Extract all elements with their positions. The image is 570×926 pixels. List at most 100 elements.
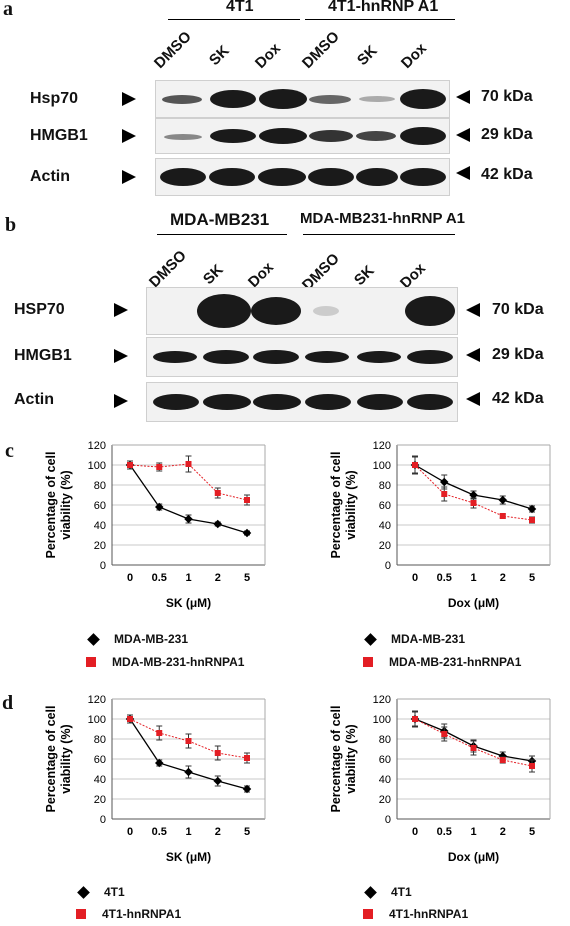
y-axis-label-line: Percentage of cell [329,452,343,559]
blot-row-label-hmgb1: HMGB1 [14,347,72,364]
arrow-left-icon [456,90,470,104]
data-point-square [244,755,250,761]
y-tick-label: 40 [379,520,391,532]
data-point-square [156,464,163,470]
group-label-4t1: 4T1 [226,0,254,15]
data-point-square [441,491,448,497]
x-tick-label: 2 [215,572,221,584]
x-tick-label: 1 [470,572,476,584]
line-chart-sk-4t1: 0 20 40 60 80 100 120 0 0.5 1 2 5 SK (μM) Percentage … [44,694,266,864]
x-tick-label: 5 [244,572,250,584]
legend-label: MDA-MB-231 [114,632,189,646]
legend-item: MDA-MB-231-hnRNPA1 [363,655,521,669]
x-axis-label: SK (μM) [166,850,211,864]
western-blot-hmgb1 [155,118,450,154]
western-blot-hsp70 [155,80,450,118]
y-axis-label: Percentage of cellviability (%) [329,452,358,559]
western-blot-hmgb1 [146,337,458,377]
data-point-square [244,497,250,503]
y-axis-label: Percentage of cellviability (%) [329,706,358,813]
data-point-square [529,517,535,523]
arrow-right-icon [122,170,136,184]
y-tick-label: 0 [100,560,106,572]
x-tick-label: 2 [500,826,506,838]
y-tick-label: 40 [379,774,391,786]
square-marker-icon [363,909,373,919]
x-tick-label: 0.5 [152,572,167,584]
blot-row-label-hsp70: HSP70 [14,301,65,318]
y-tick-label: 60 [379,754,391,766]
arrow-left-icon [466,348,480,362]
x-tick-label: 1 [470,826,476,838]
western-blot-actin [155,158,450,196]
square-marker-icon [86,657,96,667]
panel-d-letter: d [2,692,14,714]
lane-label: DMSO [150,28,195,73]
y-tick-label: 60 [94,500,106,512]
panel-a-letter: a [3,0,13,20]
x-tick-label: 0.5 [152,826,167,838]
y-tick-label: 0 [385,560,391,572]
group-label-4t1-hnrnp: 4T1-hnRNP A1 [328,0,439,15]
western-blot-actin [146,382,458,422]
data-point-square [499,757,506,763]
legend-item: 4T1-hnRNPA1 [363,907,468,921]
y-tick-label: 0 [100,814,106,826]
lane-label: SK [353,42,381,69]
data-point-diamond [242,528,252,538]
series-line [414,718,533,767]
data-point-square [156,730,163,736]
data-point-square [412,462,418,468]
group-label-mda: MDA-MB231 [170,210,270,229]
group-line [305,19,455,20]
data-point-square [214,490,221,496]
lane-label: DMSO [298,28,343,73]
y-tick-label: 80 [94,734,106,746]
arrow-right-icon [114,349,128,363]
legend-item: MDA-MB-231 [363,632,465,646]
western-blot-hsp70 [146,287,458,335]
kda-label: 70 kDa [481,88,533,105]
y-tick-label: 20 [379,794,391,806]
x-tick-label: 0 [127,826,133,838]
arrow-left-icon [466,392,480,406]
legend-item: 4T1 [363,885,412,899]
y-axis-label-line: viability (%) [344,470,358,539]
x-tick-label: 1 [185,826,191,838]
x-axis-label: Dox (μM) [448,596,499,610]
diamond-marker-icon [77,885,90,899]
y-tick-label: 100 [373,714,391,726]
data-point-diamond [184,767,193,777]
data-point-diamond [440,477,449,487]
y-tick-label: 100 [88,714,106,726]
y-tick-label: 20 [379,540,391,552]
kda-label: 29 kDa [492,346,544,363]
lane-label: DMSO [145,247,190,291]
y-tick-label: 40 [94,774,106,786]
data-point-square [127,716,133,722]
legend-label: 4T1-hnRNPA1 [102,907,182,921]
data-point-square [185,738,192,744]
arrow-right-icon [114,394,128,408]
blot-row-label-hmgb1: HMGB1 [30,127,88,144]
square-marker-icon [76,909,86,919]
data-point-diamond [213,519,222,529]
y-tick-label: 120 [88,694,106,706]
line-chart-sk-mda: 0 20 40 60 80 100 120 0 0.5 1 2 5 SK (μM) Percentage … [44,440,266,610]
y-axis-label-line: Percentage of cell [44,706,58,813]
x-tick-label: 2 [215,826,221,838]
diamond-marker-icon [364,885,377,899]
x-axis-label: SK (μM) [166,596,211,610]
y-tick-label: 120 [373,694,391,706]
y-tick-label: 80 [379,480,391,492]
lane-label: SK [205,42,233,69]
x-tick-label: 5 [244,826,250,838]
kda-label: 42 kDa [492,390,544,407]
lane-label: Dox [397,39,431,72]
legend-label: 4T1 [104,885,125,899]
data-point-diamond [469,490,478,500]
line-chart-dox-mda: 0 20 40 60 80 100 120 0 0.5 1 2 5 Dox (μM) Percentage… [329,440,551,610]
data-point-square [412,716,418,722]
y-axis-label-line: viability (%) [344,724,358,793]
square-marker-icon [363,657,373,667]
